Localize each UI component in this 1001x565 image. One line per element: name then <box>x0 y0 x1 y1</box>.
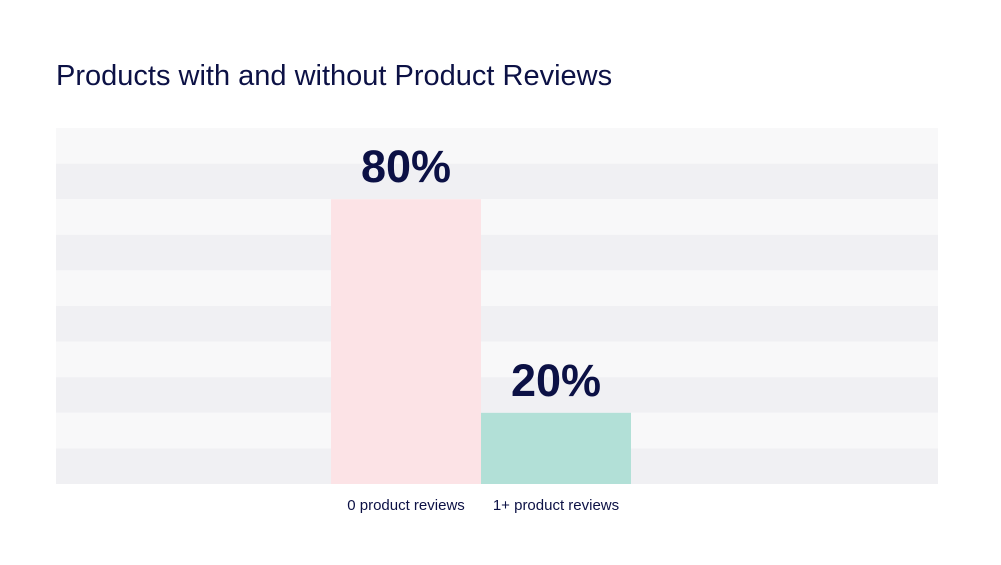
bar <box>331 199 481 484</box>
grid-band <box>56 163 938 200</box>
grid-band <box>56 270 938 306</box>
grid-band <box>56 377 938 413</box>
category-label: 1+ product reviews <box>493 497 619 514</box>
grid-band <box>56 306 938 342</box>
category-label-group: 0 product reviews 1+ product reviews <box>347 497 619 514</box>
bar-group <box>331 199 631 484</box>
grid-band <box>56 128 938 164</box>
category-label: 0 product reviews <box>347 497 465 514</box>
chart-title: Products with and without Product Review… <box>56 60 613 92</box>
bar <box>481 412 631 484</box>
bar-value-label: 20% <box>511 355 601 406</box>
value-label-group: 80% 20% <box>361 141 601 406</box>
grid-band <box>56 199 938 235</box>
grid-band <box>56 341 938 378</box>
grid-band <box>56 234 938 271</box>
bar-value-label: 80% <box>361 141 451 192</box>
